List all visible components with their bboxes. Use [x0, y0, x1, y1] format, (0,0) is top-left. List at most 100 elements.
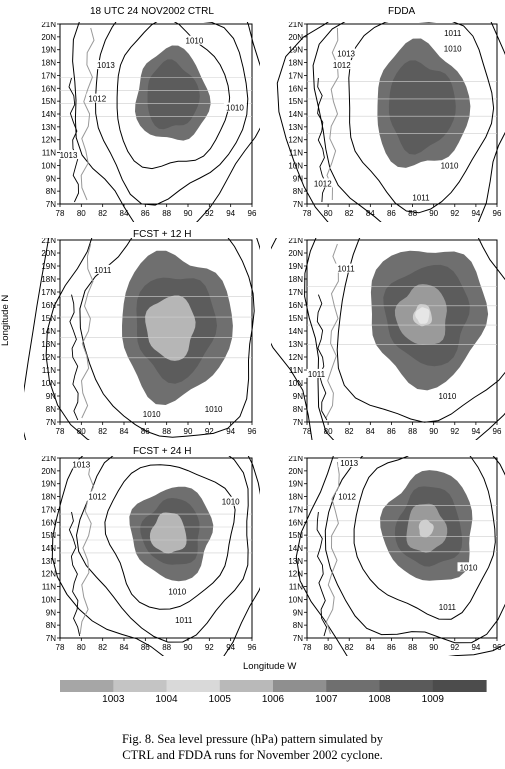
y-tick-label: 9N	[46, 608, 56, 617]
x-tick-label: 86	[387, 643, 396, 652]
isobar-label-bg	[311, 178, 334, 188]
isobar-contour	[68, 77, 79, 203]
colorbar-label: 1003	[102, 694, 125, 705]
y-tick-label: 10N	[41, 595, 56, 604]
x-tick-label: 82	[345, 427, 354, 436]
y-tick-label: 14N	[41, 327, 56, 336]
y-tick-label: 20N	[288, 33, 303, 42]
isobar-label-bg	[172, 615, 195, 624]
isobar-label-bg	[94, 60, 117, 70]
isobar-contour	[336, 238, 505, 423]
y-tick-label: 17N	[288, 288, 303, 297]
pressure-shading	[145, 295, 196, 361]
y-tick-label: 21N	[288, 238, 303, 245]
y-tick-label: 12N	[288, 353, 303, 362]
panel-title-fdda: FDDA	[388, 6, 416, 17]
isobar-label: 1013	[60, 151, 78, 160]
x-tick-label: 90	[184, 427, 193, 436]
y-tick-label: 18N	[288, 493, 303, 502]
isobar-contour	[312, 22, 505, 222]
x-tick-label: 78	[303, 643, 312, 652]
y-tick-label: 10N	[288, 595, 303, 604]
y-tick-label: 8N	[46, 187, 56, 196]
isobar-label-bg	[70, 459, 93, 469]
x-tick-label: 78	[303, 427, 312, 436]
coastline	[80, 243, 94, 419]
y-tick-label: 17N	[41, 288, 56, 297]
y-tick-label: 19N	[288, 480, 303, 489]
y-tick-label: 16N	[288, 518, 303, 527]
colorbar-label: 1009	[422, 694, 445, 705]
isobar-contour	[68, 511, 81, 637]
isobar-contour	[353, 456, 496, 620]
panel-ctrl-00h: 1010 1010 1012 1013 1013 7N 8N 9N 10N 11N 12N 13N 14…	[41, 22, 260, 222]
y-tick-label: 14N	[41, 544, 56, 553]
y-tick-label: 14N	[288, 544, 303, 553]
x-tick-label: 88	[162, 209, 171, 218]
isobar-label: 1012	[338, 493, 356, 502]
isobar-label: 1013	[340, 459, 358, 468]
y-tick-label: 18N	[288, 59, 303, 68]
x-tick-label: 80	[324, 643, 333, 652]
isobar-label: 1013	[72, 460, 90, 469]
isobar-label: 1011	[444, 29, 462, 38]
y-tick-label: 19N	[288, 262, 303, 271]
x-tick-label: 90	[429, 643, 438, 652]
isobar-label-bg	[436, 602, 459, 612]
y-tick-label: 9N	[293, 608, 303, 617]
isobar-label-bg	[457, 562, 480, 572]
x-tick-label: 84	[120, 643, 129, 652]
isobar-label-bg	[219, 496, 242, 506]
x-tick-label: 94	[471, 209, 480, 218]
isobar-label-bg	[441, 28, 464, 37]
y-tick-label: 21N	[41, 22, 56, 29]
colorbar-segment	[432, 680, 487, 692]
y-tick-label: 7N	[46, 634, 56, 643]
x-tick-label: 94	[226, 209, 235, 218]
isobar-label-bg	[410, 192, 432, 202]
x-tick-label: 94	[226, 427, 235, 436]
panel-fdda-12h: 1011 1011 1010 7N 8N 9N 10N 11N 12N 13N 14N 15N 16N 1…	[271, 238, 505, 440]
x-tick-label: 78	[56, 427, 65, 436]
y-tick-label: 9N	[46, 174, 56, 183]
y-tick-label: 11N	[42, 149, 56, 158]
panel-ctrl-12h: 1011 1010 1010 7N 8N 9N 10N 11N 12N 13N 14N 15N 16N 1…	[24, 238, 260, 440]
y-tick-label: 12N	[41, 353, 56, 362]
x-tick-label: 92	[450, 209, 459, 218]
figure-caption-line1: Fig. 8. Sea level pressure (hPa) pattern…	[121, 732, 384, 746]
colorbar-segment	[166, 680, 221, 692]
y-tick-label: 21N	[288, 456, 303, 463]
isobar-label-bg	[330, 60, 353, 70]
figure-caption-line2: CTRL and FDDA runs for November 2002 cyc…	[122, 748, 383, 762]
y-tick-label: 15N	[288, 531, 303, 540]
y-tick-label: 20N	[288, 249, 303, 258]
x-tick-label: 88	[162, 643, 171, 652]
x-tick-label: 84	[366, 643, 375, 652]
isobar-label-bg	[335, 48, 358, 58]
isobar-label: 1012	[88, 95, 106, 104]
x-tick-label: 88	[408, 209, 417, 218]
y-tick-label: 17N	[288, 71, 303, 80]
isobar-label: 1010	[460, 563, 478, 572]
isobar-label-bg	[140, 409, 163, 419]
isobar-label-bg	[338, 458, 361, 468]
y-tick-label: 10N	[288, 379, 303, 388]
isobar-label: 1010	[444, 44, 462, 53]
panel-title-fcst24: FCST + 24 H	[133, 446, 192, 457]
y-tick-label: 18N	[41, 493, 56, 502]
isobar-label: 1012	[333, 61, 351, 70]
coastline	[325, 461, 340, 635]
y-tick-label: 18N	[288, 275, 303, 284]
y-tick-label: 21N	[41, 238, 56, 245]
y-tick-label: 8N	[46, 621, 56, 630]
y-tick-label: 13N	[41, 123, 56, 132]
x-tick-label: 96	[248, 643, 257, 652]
isobar-contour	[348, 22, 495, 214]
isobar-label: 1012	[88, 493, 106, 502]
isobar-contour	[51, 456, 260, 656]
y-tick-label: 12N	[288, 136, 303, 145]
panel-fdda-24h: 1013 1012 1010 1011 7N 8N 9N 10N 11N 12N 13N 14N 15N…	[288, 456, 505, 656]
y-tick-label: 16N	[288, 84, 303, 93]
y-tick-label: 20N	[41, 249, 56, 258]
y-tick-label: 18N	[41, 59, 56, 68]
